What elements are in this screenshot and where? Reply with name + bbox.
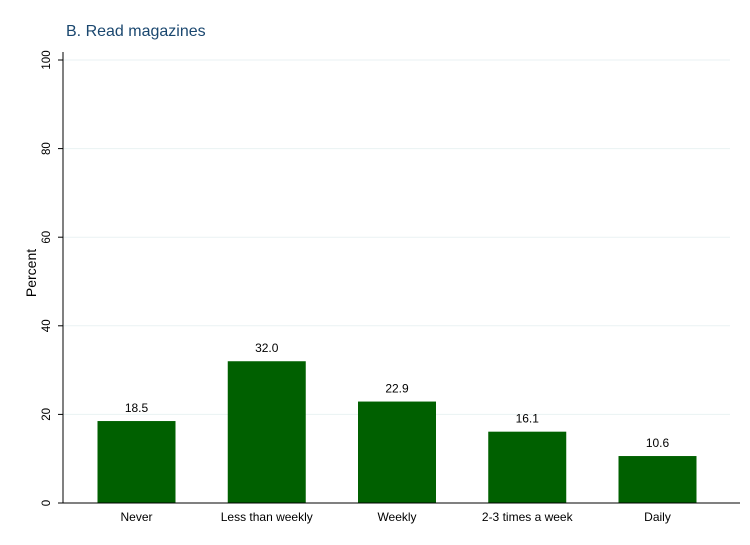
- x-category-label: Daily: [644, 510, 671, 524]
- bar-value-label: 16.1: [516, 412, 540, 426]
- y-axis-label: Percent: [23, 249, 39, 297]
- bar-value-label: 22.9: [385, 382, 409, 396]
- y-tick-label: 0: [41, 500, 53, 506]
- y-tick-label: 80: [41, 142, 53, 155]
- bar-1: [227, 361, 306, 503]
- bar-value-label: 10.6: [646, 436, 670, 450]
- x-category-label: Weekly: [377, 510, 416, 524]
- y-tick-label: 20: [41, 408, 53, 421]
- x-category-labels: Never Less than weekly Weekly 2-3 times a w…: [120, 510, 670, 524]
- bar-0: [97, 421, 176, 503]
- data-labels: 18.5 32.0 22.9 16.1 10.6: [125, 341, 670, 450]
- x-category-label: Less than weekly: [221, 510, 313, 524]
- x-category-label: 2-3 times a week: [482, 510, 574, 524]
- bar-4: [618, 456, 697, 503]
- y-tick-labels: 0 20 40 60 80 100: [41, 50, 53, 506]
- bar-value-label: 32.0: [255, 341, 279, 355]
- x-category-label: Never: [120, 510, 152, 524]
- bar-2: [358, 401, 436, 503]
- y-tick-label: 40: [41, 319, 53, 332]
- axes: [58, 52, 740, 504]
- bar-value-label: 18.5: [125, 401, 149, 415]
- bars: [97, 361, 697, 503]
- gridlines: [63, 59, 730, 415]
- bar-3: [488, 431, 567, 503]
- chart-title: B. Read magazines: [66, 23, 206, 40]
- y-tick-label: 60: [41, 231, 53, 244]
- y-tick-label: 100: [41, 50, 53, 69]
